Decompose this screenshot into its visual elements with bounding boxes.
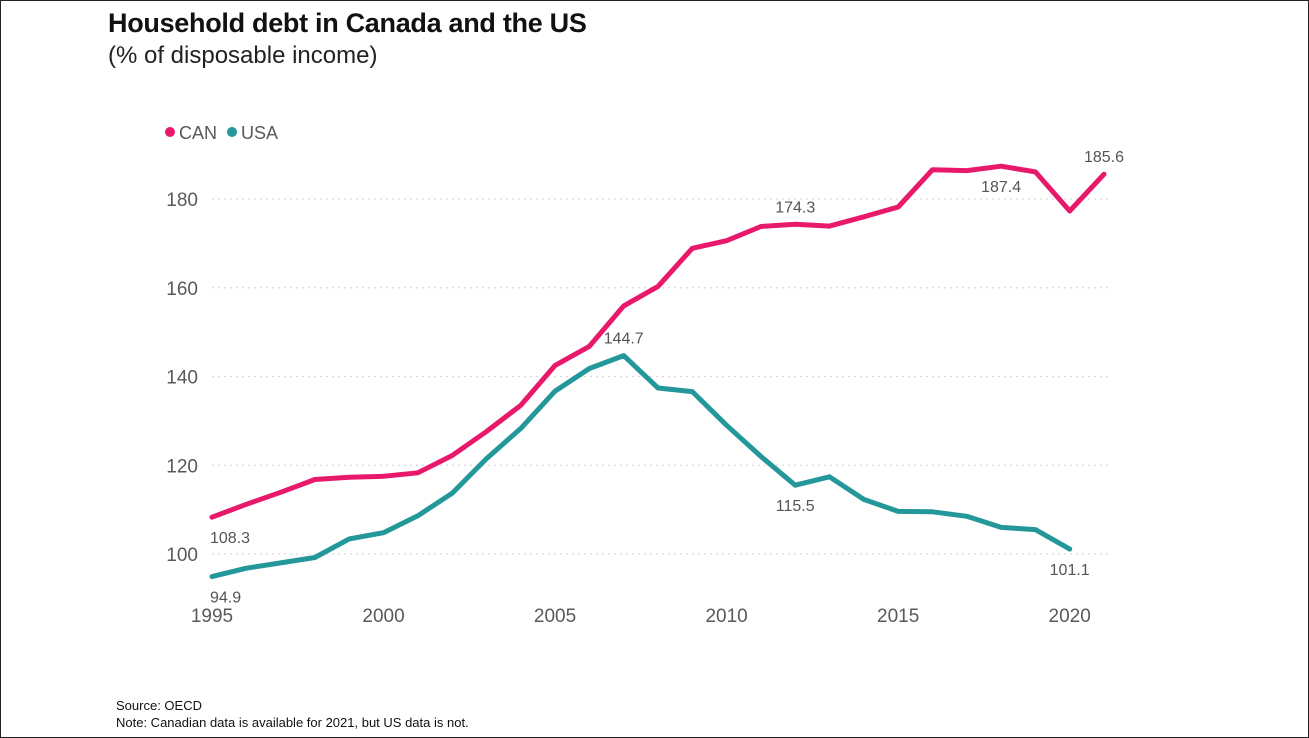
legend-marker-usa (227, 127, 237, 137)
line-chart: 100 120 140 160 180 1995 2000 2005 2010 2015 2020… (165, 123, 1124, 627)
chart-subtitle: (% of disposable income) (108, 42, 378, 69)
x-tick-label-2000: 2000 (362, 606, 404, 627)
x-tick-label-2020: 2020 (1049, 606, 1091, 627)
chart-title: Household debt in Canada and the US (108, 8, 587, 38)
grid-lines (212, 198, 1112, 555)
legend-label-can: CAN (179, 123, 217, 143)
y-tick-label-140: 140 (166, 368, 198, 389)
data-labels: 108.3 174.3 187.4 185.6 94.9 144.7 115.5 101.1 (210, 149, 1124, 606)
x-tick-label-2015: 2015 (877, 606, 919, 627)
legend-label-usa: USA (241, 123, 278, 143)
legend-marker-can (165, 127, 175, 137)
data-label-usa-1995: 94.9 (210, 590, 241, 607)
y-axis: 100 120 140 160 180 (166, 190, 198, 566)
chart-footer: Source: OECD Note: Canadian data is avai… (116, 697, 469, 731)
x-tick-label-2005: 2005 (534, 606, 576, 627)
legend: CAN USA (165, 123, 278, 143)
data-label-usa-2012: 115.5 (776, 498, 815, 515)
data-note: Note: Canadian data is available for 202… (116, 715, 469, 730)
data-label-can-2018: 187.4 (981, 179, 1021, 196)
data-label-can-2021: 185.6 (1084, 149, 1124, 166)
series-line-usa (209, 353, 1073, 580)
y-tick-label-160: 160 (166, 279, 198, 300)
data-label-can-1995: 108.3 (210, 530, 250, 547)
y-tick-label-100: 100 (166, 545, 198, 566)
x-tick-label-2010: 2010 (705, 606, 747, 627)
y-tick-label-120: 120 (166, 456, 198, 477)
x-axis: 1995 2000 2005 2010 2015 2020 (191, 606, 1091, 627)
source-note: Source: OECD (116, 698, 202, 713)
data-label-usa-2020: 101.1 (1050, 562, 1090, 579)
x-tick-label-1995: 1995 (191, 606, 233, 627)
series-lines (209, 163, 1107, 580)
data-label-can-2012: 174.3 (775, 199, 815, 216)
series-line-can (209, 163, 1107, 520)
data-label-usa-2007: 144.7 (604, 331, 644, 348)
y-tick-label-180: 180 (166, 190, 198, 211)
